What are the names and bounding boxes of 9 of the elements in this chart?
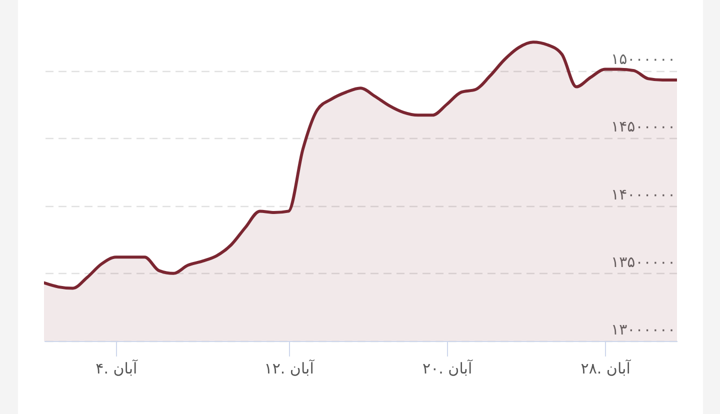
x-tick-label: آبان .۲۰ [422,358,473,378]
y-tick-label: ۱۵۰۰۰۰۰۰ [611,50,676,68]
y-tick-label: ۱۳۰۰۰۰۰۰ [611,320,676,338]
y-tick-label: ۱۳۵۰۰۰۰۰ [611,252,676,271]
x-tick-label: آبان .۲۸ [580,358,632,378]
y-tick-label: ۱۴۵۰۰۰۰۰ [611,118,676,136]
y-tick-label: ۱۴۰۰۰۰۰۰ [611,185,676,204]
x-tick-label: آبان .۱۲ [264,358,315,378]
x-tick-label: آبان .۴ [96,358,138,378]
